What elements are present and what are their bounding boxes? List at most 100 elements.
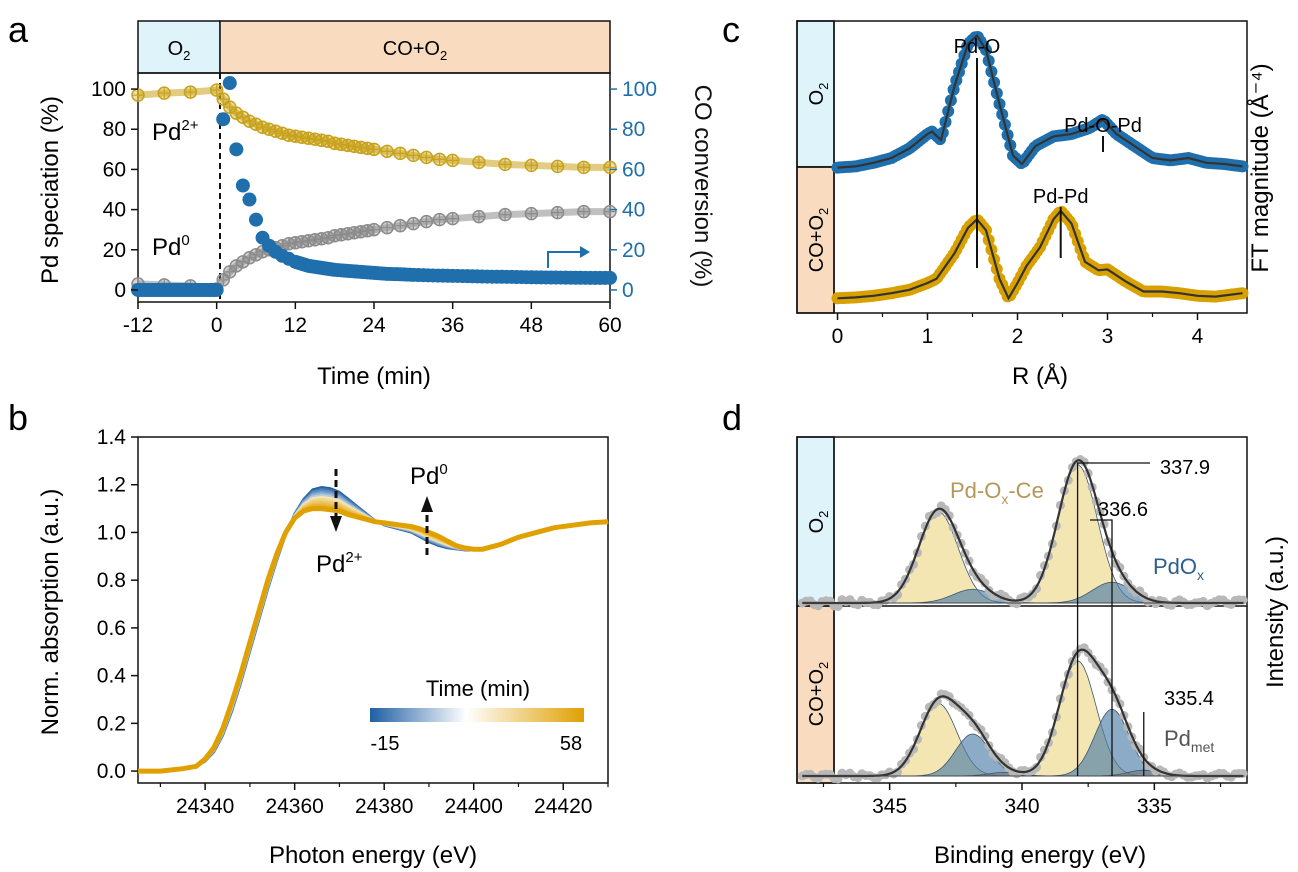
- y-tick-label-right-a: 0: [622, 279, 634, 302]
- xanes-spectrum: [138, 505, 609, 773]
- series-layer-c: [831, 31, 1249, 305]
- peak-value-2: 336.6: [1098, 499, 1148, 521]
- x-tick-label-d: 335: [1137, 795, 1172, 818]
- x-tick-label-b: 24380: [355, 795, 413, 818]
- arrowhead-down: [330, 516, 342, 532]
- y-tick-label-right-a: 60: [622, 158, 645, 181]
- xps-envelope-co: [802, 648, 1243, 778]
- xlabel-d: Binding energy (eV): [934, 842, 1146, 869]
- data-point-pd0: [472, 209, 486, 224]
- panel-label-b: b: [8, 397, 28, 438]
- xps-component-co: [802, 660, 1244, 777]
- y-tick-label-b: 1.2: [97, 474, 126, 497]
- arrow-right-axis: [547, 251, 588, 268]
- y-tick-label-b: 0.6: [97, 617, 126, 640]
- xps-point-co: [932, 696, 942, 706]
- panel-label-c: c: [722, 9, 740, 50]
- y-tick-label-right-a: 80: [622, 118, 645, 141]
- ref-line-3379: [1076, 462, 1150, 776]
- x-tick-label-d: 345: [872, 795, 907, 818]
- x-tick-label-c: 3: [1102, 325, 1114, 348]
- colorbar: [370, 708, 584, 722]
- data-point-pd0: [380, 220, 394, 235]
- data-point-pd2: [432, 152, 447, 167]
- data-point-co: [603, 270, 617, 285]
- xanes-spectrum: [138, 499, 609, 773]
- data-point-pd0: [419, 214, 434, 229]
- ylabel-d: Intensity (a.u.): [1262, 536, 1289, 688]
- data-point-co: [235, 178, 250, 193]
- colorbar-title: Time (min): [426, 676, 530, 701]
- ticks-c: 0 1 2 3 4: [832, 313, 1204, 348]
- data-point-co: [209, 282, 224, 297]
- arrow-right-head: [580, 246, 590, 258]
- label-pdmet: Pdmet: [1164, 726, 1214, 755]
- x-tick-label-a: -12: [123, 314, 153, 337]
- xanes-spectrum: [138, 502, 609, 773]
- annotation-b-pd0: Pd0: [410, 461, 448, 490]
- ref-line-3366: [1090, 519, 1113, 776]
- plot-frame-b: [137, 436, 609, 784]
- x-tick-label-a: 24: [362, 314, 386, 337]
- label-pdoxce: Pd-Ox-Ce: [950, 478, 1044, 507]
- data-point-pd0: [550, 205, 565, 220]
- data-point-co: [249, 212, 263, 227]
- y-tick-label-b: 1.0: [97, 521, 126, 544]
- y-tick-label-right-a: 100: [622, 78, 657, 101]
- data-point-co: [242, 192, 257, 207]
- y-tick-label-left-a: 60: [103, 158, 126, 181]
- y-tick-label-b: 0.4: [97, 665, 127, 688]
- panel-d: O2 CO+O2 345 340 335 Pd-Ox-Ce PdOx Pdmet 3…: [796, 436, 1289, 869]
- xlabel-b: Photon energy (eV): [269, 842, 477, 869]
- data-point-co: [229, 142, 244, 157]
- data-point-pd2: [393, 146, 407, 161]
- x-tick-label-a: 12: [284, 314, 307, 337]
- phase-label-o2: O2: [168, 38, 191, 63]
- x-tick-label-c: 2: [1012, 325, 1024, 348]
- y-tick-label-b: 1.4: [97, 426, 127, 449]
- phase-strip-co-d: [796, 605, 835, 784]
- panel-b: 24340 24360 24380 24400 24420 0.0 0.2 0.4 0.6 0.8…: [37, 426, 609, 869]
- y-tick-label-left-a: 20: [103, 239, 126, 262]
- y-tick-label-right-a: 40: [622, 199, 645, 222]
- ticks-b: 24340 24360 24380 24400 24420 0.0 0.2 0.4 0.6 0.8…: [97, 426, 609, 818]
- data-point-pd2: [472, 155, 486, 170]
- xlabel-a: Time (min): [317, 363, 431, 390]
- data-point-pd0: [524, 206, 539, 221]
- xps-point-o2: [1079, 457, 1089, 467]
- xps-point-o2: [980, 578, 990, 588]
- annotation-pd0: Pd0: [152, 232, 190, 261]
- x-tick-label-c: 0: [832, 325, 844, 348]
- data-point-pd2: [157, 86, 171, 100]
- y-tick-label-b: 0.8: [97, 569, 126, 592]
- phase-label-co-d: CO+O2: [806, 662, 831, 726]
- y-tick-label-left-a: 80: [103, 118, 126, 141]
- series-layer-a: [131, 76, 617, 297]
- panel-label-a: a: [8, 9, 29, 50]
- data-point-pd2: [445, 153, 460, 168]
- peak-label-pdopd: Pd-O-Pd: [1064, 115, 1142, 137]
- data-point-pd0: [393, 218, 407, 233]
- ylabel-b: Norm. absorption (a.u.): [37, 489, 64, 736]
- data-point-pd0: [498, 207, 512, 222]
- ylabel-c: FT magnitude (Å⁻⁴): [1246, 63, 1274, 272]
- colorbar-max: 58: [560, 733, 582, 755]
- peak-value-1: 337.9: [1160, 457, 1210, 479]
- x-tick-label-b: 24420: [534, 795, 592, 818]
- data-point-pd2: [550, 159, 565, 174]
- data-point-pd0: [406, 216, 421, 231]
- data-point-pd2: [380, 144, 394, 159]
- data-point-pd2: [183, 85, 198, 99]
- annotation-b-pd2: Pd2+: [316, 549, 363, 578]
- y-tick-label-b: 0.0: [97, 760, 126, 783]
- colorbar-min: -15: [371, 733, 400, 755]
- panel-label-d: d: [722, 397, 742, 438]
- data-point-pd2: [406, 148, 421, 163]
- data-point-pd0: [367, 222, 381, 237]
- x-tick-label-a: 36: [441, 314, 464, 337]
- y-tick-label-b: 0.2: [97, 712, 126, 735]
- peak-value-3: 335.4: [1164, 688, 1214, 710]
- data-point-pd0: [445, 211, 460, 226]
- annotation-pd2: Pd2+: [152, 117, 199, 146]
